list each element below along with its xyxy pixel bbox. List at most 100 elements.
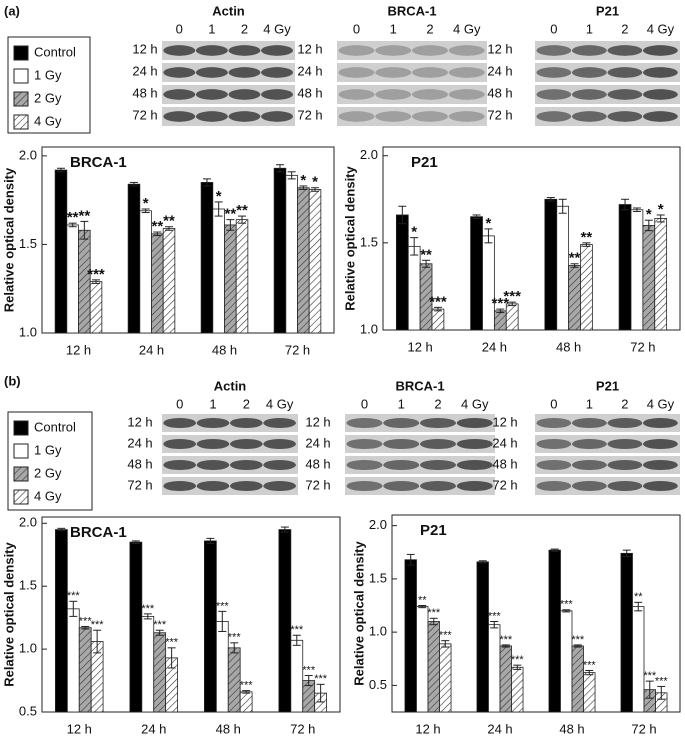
row-label: 12 h <box>305 414 330 429</box>
lane-label: 2 <box>621 21 628 36</box>
bar <box>630 209 644 331</box>
lane-label: 2 <box>426 21 433 36</box>
y-tick-label: 2.0 <box>369 517 387 532</box>
error-bar <box>645 680 654 699</box>
significance-label: *** <box>228 632 242 644</box>
bar <box>470 216 483 331</box>
row-label: 48 h <box>305 456 330 471</box>
significance-label: *** <box>643 670 657 682</box>
y-tick-label: 1.5 <box>369 570 387 585</box>
blot-strip <box>162 414 298 432</box>
blot-band <box>196 459 230 471</box>
significance-label: *** <box>439 630 453 642</box>
row-label: 48 h <box>297 85 322 100</box>
blot-band <box>456 417 493 429</box>
blot-band <box>230 459 263 471</box>
error-bar <box>165 226 174 231</box>
bar <box>278 529 292 713</box>
legend-swatch <box>13 466 29 482</box>
blot-band <box>456 459 493 471</box>
error-bar <box>311 187 320 192</box>
legend-swatch <box>13 443 29 459</box>
bar <box>227 647 241 713</box>
bar <box>235 219 249 334</box>
bar <box>297 187 310 334</box>
row-label: 48 h <box>492 456 517 471</box>
x-tick-label: 48 h <box>212 342 237 357</box>
y-tick-label: 1.5 <box>19 578 37 593</box>
bar <box>204 540 217 713</box>
error-bar <box>287 171 296 180</box>
blot-band <box>412 89 448 100</box>
blot-band <box>643 480 678 492</box>
chart-title: P21 <box>420 522 447 539</box>
error-bar <box>167 647 176 669</box>
legend-label: Control <box>34 419 76 434</box>
lane-label: 1 <box>586 396 593 411</box>
bar <box>571 645 584 713</box>
significance-label: *** <box>488 610 502 622</box>
lane-label: 4 Gy <box>266 396 294 411</box>
significance-label: *** <box>240 680 254 692</box>
significance-label: *** <box>67 590 81 602</box>
blot-band <box>263 438 296 450</box>
row-label: 12 h <box>132 41 157 56</box>
blot-band <box>607 45 643 56</box>
x-tick-label: 24 h <box>141 721 166 736</box>
error-bar <box>585 669 594 676</box>
blot-band <box>643 459 678 471</box>
lane-label: 4 Gy <box>461 396 489 411</box>
blot-title: P21 <box>596 378 619 393</box>
error-bar <box>656 214 665 223</box>
significance-label: *** <box>560 599 574 611</box>
error-bar <box>275 164 284 173</box>
blot-band <box>456 480 493 492</box>
blot-band <box>383 417 420 429</box>
blot-band <box>607 67 643 78</box>
blot-band <box>375 67 412 78</box>
row-label: 72 h <box>127 477 152 492</box>
y-tick-label: 1.0 <box>369 624 387 639</box>
error-bar <box>508 301 517 307</box>
x-tick-label: 72 h <box>285 342 310 357</box>
lane-label: 0 <box>176 396 183 411</box>
significance-label: *** <box>511 654 525 666</box>
error-bar <box>92 279 101 284</box>
blot-band <box>163 480 196 492</box>
bar <box>153 632 167 713</box>
y-tick-label: 1.0 <box>360 321 378 336</box>
bar <box>224 224 237 334</box>
significance-label: *** <box>141 603 155 615</box>
error-bar <box>242 690 251 694</box>
plot-frame <box>391 514 681 713</box>
error-bar <box>558 198 567 214</box>
bar <box>416 606 429 713</box>
error-bar <box>153 231 162 237</box>
blot-band <box>536 67 572 78</box>
blot-title: BRCA-1 <box>387 3 436 18</box>
error-bar <box>644 219 653 232</box>
bar <box>488 624 501 713</box>
blot-strip <box>535 41 680 60</box>
blot-band <box>338 45 375 56</box>
blot-band <box>163 417 196 429</box>
lane-label: 1 <box>586 21 593 36</box>
blot-band <box>607 480 643 492</box>
error-bar <box>422 259 431 268</box>
blot-band <box>571 417 607 429</box>
plot-frame <box>41 516 341 713</box>
significance-label: *** <box>87 266 105 283</box>
legend-swatch <box>13 91 29 107</box>
blot-band <box>163 438 196 450</box>
blot-band <box>163 89 196 100</box>
error-bar <box>69 600 78 617</box>
blot-band <box>346 459 383 471</box>
blot-band <box>261 67 294 78</box>
error-bar <box>226 219 235 231</box>
significance-label: * <box>312 174 318 191</box>
significance-label: ** <box>418 594 427 606</box>
blot-band <box>607 89 643 100</box>
error-bar <box>634 601 643 612</box>
blot-strip <box>162 435 298 453</box>
blot-band <box>420 417 456 429</box>
